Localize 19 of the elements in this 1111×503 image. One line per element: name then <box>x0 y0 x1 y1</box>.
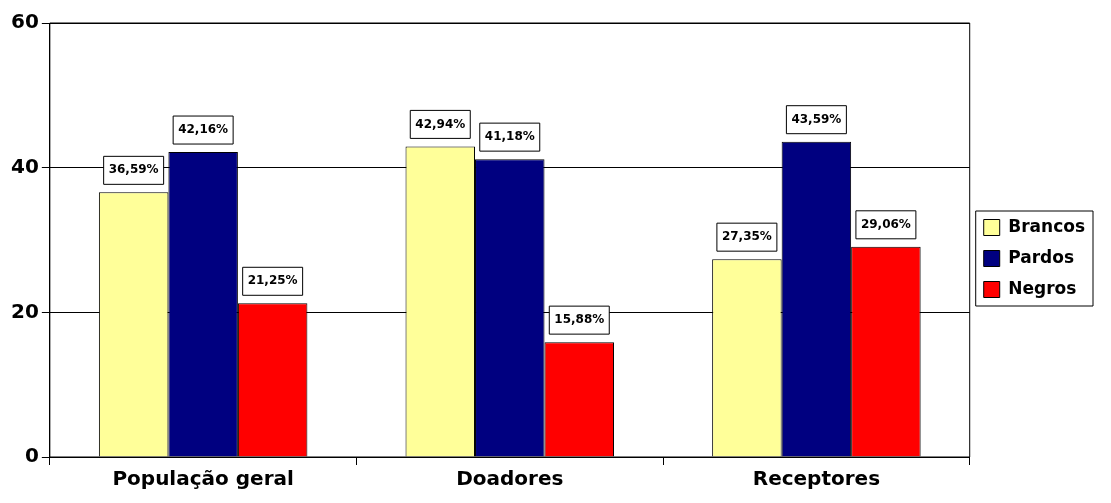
data-label: 15,88% <box>554 312 605 327</box>
legend-label: Pardos <box>1008 246 1075 267</box>
data-label: 21,25% <box>247 273 298 288</box>
y-tick-label: 40 <box>10 153 39 178</box>
data-label: 42,94% <box>415 116 466 131</box>
data-label: 27,35% <box>721 229 772 244</box>
x-tick-label: Receptores <box>752 466 881 491</box>
y-tick-label: 20 <box>10 298 39 323</box>
data-label: 29,06% <box>860 216 911 231</box>
y-tick-label: 0 <box>24 443 39 468</box>
data-label: 42,16% <box>178 122 229 137</box>
legend-label: Brancos <box>1008 215 1086 236</box>
data-label: 41,18% <box>484 129 535 144</box>
data-label: 36,59% <box>108 162 159 177</box>
legend-label: Negros <box>1008 277 1077 298</box>
data-label: 43,59% <box>791 111 842 126</box>
x-tick-label: População geral <box>112 466 294 491</box>
y-tick-label: 60 <box>10 9 39 34</box>
x-tick-label: Doadores <box>456 466 564 491</box>
